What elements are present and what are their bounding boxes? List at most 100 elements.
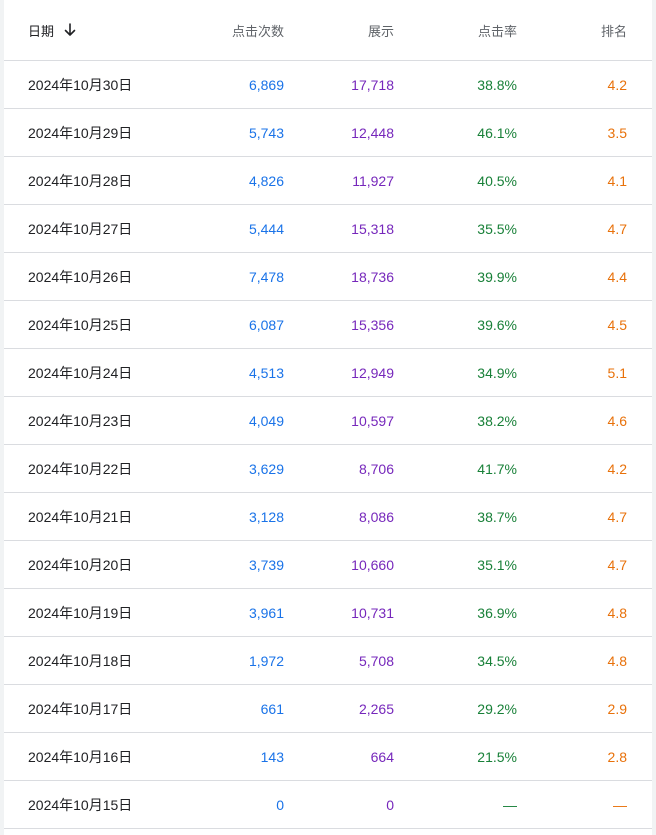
row-position: 5.1: [607, 364, 627, 381]
row-date: 2024年10月15日: [28, 796, 133, 813]
row-impressions: 10,597: [351, 412, 394, 429]
row-date: 2024年10月24日: [28, 364, 133, 381]
row-impressions: 17,718: [351, 76, 394, 93]
row-clicks: 4,513: [248, 364, 284, 381]
row-ctr: 41.7%: [477, 460, 517, 477]
row-ctr: 34.5%: [477, 652, 517, 669]
row-date: 2024年10月22日: [28, 460, 133, 477]
table-row[interactable]: 2024年10月22日 3,629 8,706 41.7% 4.2: [4, 445, 652, 493]
table-row[interactable]: 2024年10月27日 5,444 15,318 35.5% 4.7: [4, 205, 652, 253]
row-date: 2024年10月18日: [28, 652, 133, 669]
row-date: 2024年10月26日: [28, 268, 133, 285]
row-clicks: 4,049: [248, 412, 284, 429]
row-ctr: 38.8%: [477, 76, 517, 93]
table-row[interactable]: 2024年10月17日 661 2,265 29.2% 2.9: [4, 685, 652, 733]
row-impressions: 5,708: [358, 652, 394, 669]
column-header-ctr[interactable]: 点击率: [477, 23, 517, 39]
row-date: 2024年10月19日: [28, 604, 133, 621]
table-row[interactable]: 2024年10月25日 6,087 15,356 39.6% 4.5: [4, 301, 652, 349]
column-header-date[interactable]: 日期: [28, 0, 76, 60]
row-date: 2024年10月20日: [28, 556, 133, 573]
row-ctr: 39.6%: [477, 316, 517, 333]
row-clicks: 3,128: [248, 508, 284, 525]
row-clicks: 0: [276, 796, 284, 813]
table-row[interactable]: 2024年10月20日 3,739 10,660 35.1% 4.7: [4, 541, 652, 589]
table-row[interactable]: 2024年10月23日 4,049 10,597 38.2% 4.6: [4, 397, 652, 445]
row-clicks: 4,826: [248, 172, 284, 189]
table-row[interactable]: 2024年10月28日 4,826 11,927 40.5% 4.1: [4, 157, 652, 205]
row-clicks: 5,444: [248, 220, 284, 237]
table-header: 日期 点击次数 展示 点击率 排名: [4, 0, 652, 61]
row-clicks: 3,961: [248, 604, 284, 621]
row-ctr: 38.2%: [477, 412, 517, 429]
row-position: 4.7: [607, 508, 627, 525]
row-date: 2024年10月17日: [28, 700, 133, 717]
row-ctr: 35.5%: [477, 220, 517, 237]
column-header-date-label: 日期: [28, 23, 55, 39]
row-ctr: —: [503, 796, 517, 813]
row-ctr: 39.9%: [477, 268, 517, 285]
column-header-clicks[interactable]: 点击次数: [231, 23, 284, 39]
table-row[interactable]: 2024年10月24日 4,513 12,949 34.9% 5.1: [4, 349, 652, 397]
table-row[interactable]: 2024年10月18日 1,972 5,708 34.5% 4.8: [4, 637, 652, 685]
row-impressions: 2,265: [358, 700, 394, 717]
arrow-down-icon: [64, 23, 76, 36]
row-date: 2024年10月27日: [28, 220, 133, 237]
row-clicks: 1,972: [248, 652, 284, 669]
row-impressions: 10,660: [351, 556, 394, 573]
table-row[interactable]: 2024年10月19日 3,961 10,731 36.9% 4.8: [4, 589, 652, 637]
column-header-position[interactable]: 排名: [600, 23, 627, 39]
row-date: 2024年10月25日: [28, 316, 133, 333]
row-impressions: 8,086: [358, 508, 394, 525]
row-impressions: 664: [370, 748, 394, 765]
row-position: 3.5: [607, 124, 627, 141]
row-position: 4.5: [607, 316, 627, 333]
row-impressions: 18,736: [351, 268, 394, 285]
table-body: 2024年10月30日 6,869 17,718 38.8% 4.2 2024年10月29…: [4, 61, 652, 829]
row-position: 4.1: [607, 172, 627, 189]
row-date: 2024年10月21日: [28, 508, 133, 525]
row-date: 2024年10月29日: [28, 124, 133, 141]
row-impressions: 10,731: [351, 604, 394, 621]
row-position: 4.8: [607, 604, 627, 621]
row-clicks: 7,478: [248, 268, 284, 285]
row-clicks: 6,869: [248, 76, 284, 93]
row-position: —: [613, 796, 627, 813]
row-clicks: 143: [260, 748, 284, 765]
row-date: 2024年10月28日: [28, 172, 133, 189]
row-position: 2.8: [607, 748, 627, 765]
row-ctr: 40.5%: [477, 172, 517, 189]
row-clicks: 661: [260, 700, 284, 717]
row-position: 4.8: [607, 652, 627, 669]
row-clicks: 5,743: [248, 124, 284, 141]
row-impressions: 11,927: [352, 172, 394, 189]
row-impressions: 15,318: [351, 220, 394, 237]
row-position: 4.7: [607, 556, 627, 573]
row-position: 4.4: [607, 268, 627, 285]
row-ctr: 36.9%: [477, 604, 517, 621]
table-row[interactable]: 2024年10月29日 5,743 12,448 46.1% 3.5: [4, 109, 652, 157]
column-header-impressions[interactable]: 展示: [367, 23, 394, 39]
row-ctr: 35.1%: [477, 556, 517, 573]
row-position: 4.6: [607, 412, 627, 429]
table-row[interactable]: 2024年10月15日 0 0 — —: [4, 781, 652, 829]
row-ctr: 38.7%: [477, 508, 517, 525]
table-row[interactable]: 2024年10月16日 143 664 21.5% 2.8: [4, 733, 652, 781]
row-date: 2024年10月23日: [28, 412, 133, 429]
row-date: 2024年10月16日: [28, 748, 133, 765]
row-position: 2.9: [607, 700, 627, 717]
row-ctr: 29.2%: [477, 700, 517, 717]
table-row[interactable]: 2024年10月26日 7,478 18,736 39.9% 4.4: [4, 253, 652, 301]
performance-table: 日期 点击次数 展示 点击率 排名 2024年10月30日 6,869 17,718…: [4, 0, 652, 835]
row-clicks: 3,629: [248, 460, 284, 477]
row-impressions: 12,448: [351, 124, 394, 141]
row-date: 2024年10月30日: [28, 76, 133, 93]
table-row[interactable]: 2024年10月30日 6,869 17,718 38.8% 4.2: [4, 61, 652, 109]
table-row[interactable]: 2024年10月21日 3,128 8,086 38.7% 4.7: [4, 493, 652, 541]
row-impressions: 12,949: [351, 364, 394, 381]
row-impressions: 8,706: [358, 460, 394, 477]
row-impressions: 0: [386, 796, 394, 813]
row-impressions: 15,356: [351, 316, 394, 333]
row-ctr: 46.1%: [477, 124, 517, 141]
row-ctr: 34.9%: [477, 364, 517, 381]
